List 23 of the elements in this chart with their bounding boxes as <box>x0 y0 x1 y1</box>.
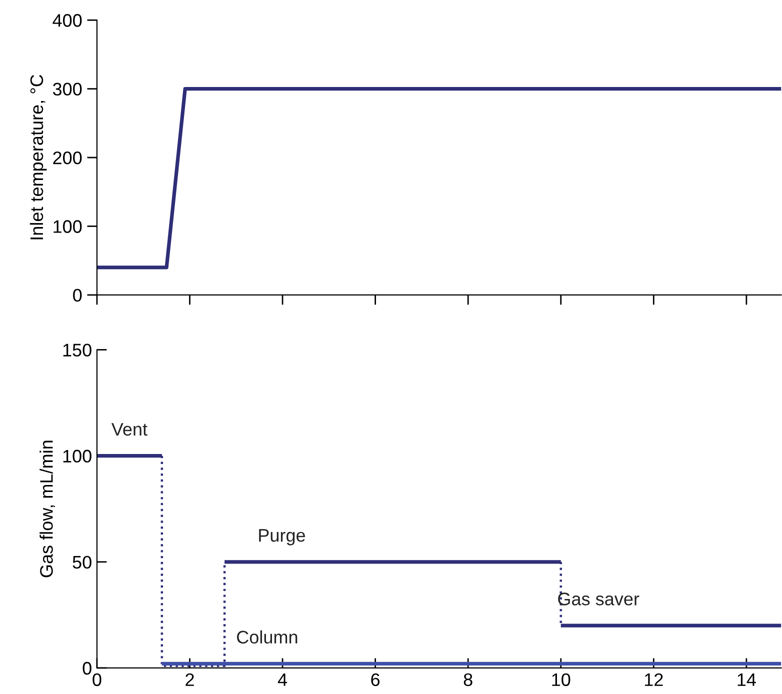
x-tick-label: 14 <box>738 674 756 686</box>
x-tick-label: 2 <box>186 673 194 686</box>
x-tick-label: 4 <box>278 674 288 686</box>
series-label: Purge <box>259 529 306 546</box>
series-label: Column <box>237 630 298 644</box>
y-tick-label: 100 <box>54 220 82 233</box>
y-axis-title: Gas flow, mL/min <box>40 440 55 578</box>
x-tick-label: 6 <box>371 673 380 686</box>
series-label: Gas saver <box>558 592 640 606</box>
x-tick-label: 8 <box>464 673 472 686</box>
x-tick-label: 0 <box>92 673 102 686</box>
y-tick-label: 400 <box>52 14 82 27</box>
y-tick-label: 300 <box>52 82 82 96</box>
y-tick-label: 50 <box>72 556 92 569</box>
y-axis-title: Inlet temperature, °C <box>30 74 47 240</box>
y-tick-label: 100 <box>63 450 92 463</box>
y-tick-label: 200 <box>53 151 82 164</box>
series-label: Vent <box>111 423 148 436</box>
x-tick-label: 10 <box>552 673 570 686</box>
y-tick-label: 0 <box>82 662 92 675</box>
y-tick-label: 150 <box>63 344 92 356</box>
x-tick-label: 12 <box>644 673 663 686</box>
y-tick-label: 0 <box>73 288 82 302</box>
